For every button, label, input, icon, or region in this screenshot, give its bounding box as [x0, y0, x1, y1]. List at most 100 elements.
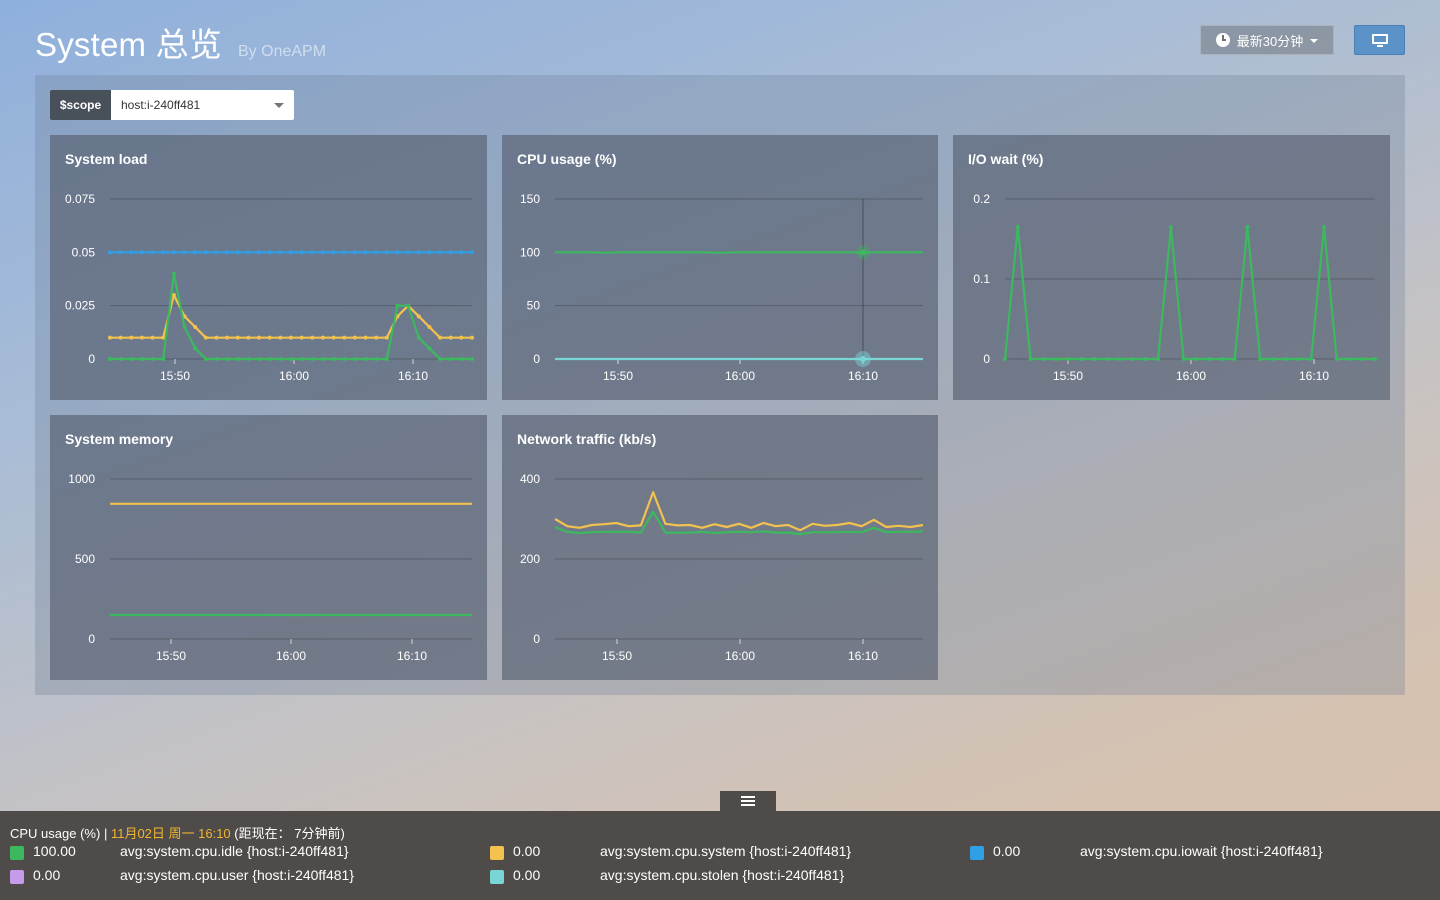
data-point	[139, 357, 144, 361]
x-tick-label: 16:00	[725, 369, 755, 383]
legend-toggle-button[interactable]	[720, 791, 776, 811]
data-point	[225, 250, 230, 255]
data-point	[1207, 357, 1212, 361]
x-tick-label: 15:50	[156, 649, 186, 663]
legend-relative-time: (距现在： 7分钟前)	[234, 826, 345, 841]
data-point	[352, 335, 357, 340]
data-point	[331, 335, 336, 340]
data-point	[374, 357, 379, 361]
chart-panel-system-load[interactable]: System load 0.075 0.05 0.025 0 15:50 16:00 16:…	[50, 135, 487, 400]
data-point	[331, 357, 336, 361]
data-point	[384, 357, 389, 361]
data-point	[118, 357, 123, 361]
x-tick-label: 16:10	[397, 649, 427, 663]
data-point	[1181, 357, 1186, 361]
y-tick-label: 0.025	[65, 299, 95, 313]
data-point	[470, 357, 474, 361]
data-point	[1066, 357, 1071, 361]
data-point	[235, 335, 240, 340]
data-point	[246, 250, 251, 255]
data-point	[193, 325, 198, 329]
y-tick-label: 0	[88, 352, 95, 366]
legend-swatch	[490, 846, 504, 860]
legend-separator: |	[103, 826, 108, 841]
data-point	[129, 335, 134, 340]
y-tick-label: 1000	[68, 472, 95, 486]
data-point	[108, 335, 112, 340]
chart-cpu-usage: 150 100 50 0 15:50 16:00 16:10	[520, 192, 923, 383]
data-point	[214, 335, 219, 340]
data-point	[1143, 357, 1148, 361]
data-point	[459, 357, 464, 361]
y-tick-label: 0.2	[973, 192, 990, 206]
page-header: System 总览 By OneAPM	[35, 18, 326, 64]
data-point	[161, 250, 166, 255]
data-point	[1347, 357, 1352, 361]
data-point	[257, 335, 262, 340]
chart-panel-cpu-usage[interactable]: CPU usage (%) 150 100 50 0 15:50 16:00 16:10	[502, 135, 938, 400]
legend-title: CPU usage (%) | 11月02日 周一 16:10 (距现在： 7分…	[10, 823, 345, 842]
y-tick-label: 0	[88, 632, 95, 646]
chart-network-traffic: 400 200 0 15:50 16:00 16:10	[520, 472, 924, 663]
data-point	[427, 250, 432, 255]
data-point	[1028, 357, 1033, 361]
data-point	[470, 335, 474, 340]
x-tick-label: 16:00	[1176, 369, 1206, 383]
scope-dropdown[interactable]: host:i-240ff481	[111, 90, 294, 120]
data-point	[459, 335, 464, 340]
data-point	[1232, 357, 1237, 361]
data-point	[108, 357, 112, 361]
data-point	[1270, 357, 1275, 361]
legend-timestamp: 11月02日 周一 16:10	[110, 826, 231, 841]
page-title: System 总览	[35, 26, 222, 63]
data-point	[438, 250, 443, 255]
chart-panel-io-wait[interactable]: I/O wait (%) 0.2 0.1 0 15:50 16:00 16:10	[953, 135, 1390, 400]
data-point	[1283, 357, 1288, 361]
legend-metric: avg:system.cpu.iowait {host:i-240ff481}	[1080, 843, 1323, 859]
legend-item: 100.00 avg:system.cpu.idle {host:i-240ff…	[10, 843, 480, 863]
chart-panel-network-traffic[interactable]: Network traffic (kb/s) 400 200 0 15:50 16:00…	[502, 415, 938, 680]
time-range-dropdown[interactable]: 最新30分钟	[1200, 25, 1334, 55]
series-line	[554, 510, 924, 536]
tv-mode-button[interactable]	[1354, 25, 1405, 55]
x-tick-label: 15:50	[1053, 369, 1083, 383]
legend-metric: avg:system.cpu.system {host:i-240ff481}	[600, 843, 852, 859]
data-point	[118, 335, 123, 340]
y-tick-label: 150	[520, 192, 540, 206]
data-point	[278, 250, 283, 255]
data-point	[310, 357, 315, 361]
data-point	[150, 250, 155, 255]
time-range-label: 最新30分钟	[1236, 33, 1304, 49]
data-point	[342, 357, 347, 361]
data-point	[278, 357, 283, 361]
data-point	[193, 250, 198, 255]
data-point	[118, 250, 123, 255]
data-point	[1334, 357, 1339, 361]
x-tick-label: 16:00	[276, 649, 306, 663]
legend-metric: avg:system.cpu.idle {host:i-240ff481}	[120, 843, 349, 859]
data-point	[108, 250, 112, 255]
data-point	[384, 335, 389, 340]
data-point	[470, 250, 474, 255]
data-point	[150, 357, 155, 361]
legend-item: 0.00 avg:system.cpu.user {host:i-240ff48…	[10, 867, 480, 887]
data-point	[1321, 225, 1326, 229]
data-point	[1092, 357, 1097, 361]
data-point	[448, 357, 453, 361]
legend-item: 0.00 avg:system.cpu.stolen {host:i-240ff…	[490, 867, 960, 887]
data-point	[384, 250, 389, 255]
hover-point	[860, 356, 866, 362]
data-point	[235, 357, 240, 361]
data-point	[395, 250, 400, 255]
data-point	[161, 335, 166, 340]
series-line	[1003, 225, 1375, 361]
data-point	[203, 357, 208, 361]
data-point	[363, 250, 368, 255]
data-point	[448, 335, 453, 340]
data-point	[331, 250, 336, 255]
data-point	[171, 271, 176, 276]
x-tick-label: 16:10	[398, 369, 428, 383]
chart-panel-system-memory[interactable]: System memory 1000 500 0 15:50 16:00 16:10	[50, 415, 487, 680]
chart-title: CPU usage (%)	[517, 151, 617, 167]
legend-swatch	[10, 846, 24, 860]
